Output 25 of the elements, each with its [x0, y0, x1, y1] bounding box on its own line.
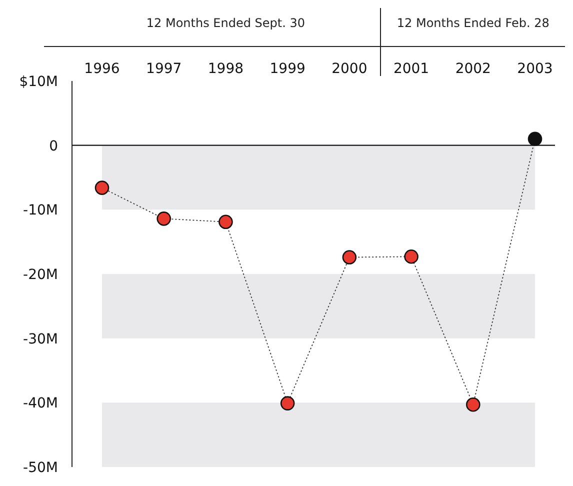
y-tick-label: $10M: [19, 74, 58, 90]
point: [94, 180, 110, 195]
y-tick-label: 0: [49, 138, 58, 154]
point: [342, 250, 357, 264]
point: [218, 214, 233, 230]
x-tick-label: 1999: [270, 61, 306, 77]
text: 12 Months Ended Sept. 30: [145, 16, 306, 30]
x-tick-label: 2000: [332, 61, 368, 77]
x-tick-label: 2002: [455, 61, 491, 77]
y-tick-label: -20M: [23, 266, 58, 283]
x-tick-label: 1996: [84, 61, 120, 77]
point: [466, 397, 480, 412]
x-tick-label: 1997: [146, 61, 182, 77]
y-tick-label: -50M: [23, 460, 58, 476]
point: [280, 396, 295, 410]
point: [528, 132, 542, 146]
point: [156, 212, 172, 226]
y-tick-label: -30M: [23, 331, 58, 348]
x-tick-label: 2001: [393, 61, 430, 77]
x-tick-label: 1998: [208, 61, 244, 77]
y-tick-label: -10M: [23, 202, 58, 219]
text: 12 Months Ended Feb. 28: [396, 16, 550, 30]
x-tick-label: 2003: [517, 61, 553, 77]
y-tick-label: -40M: [23, 396, 58, 412]
point: [404, 249, 418, 264]
